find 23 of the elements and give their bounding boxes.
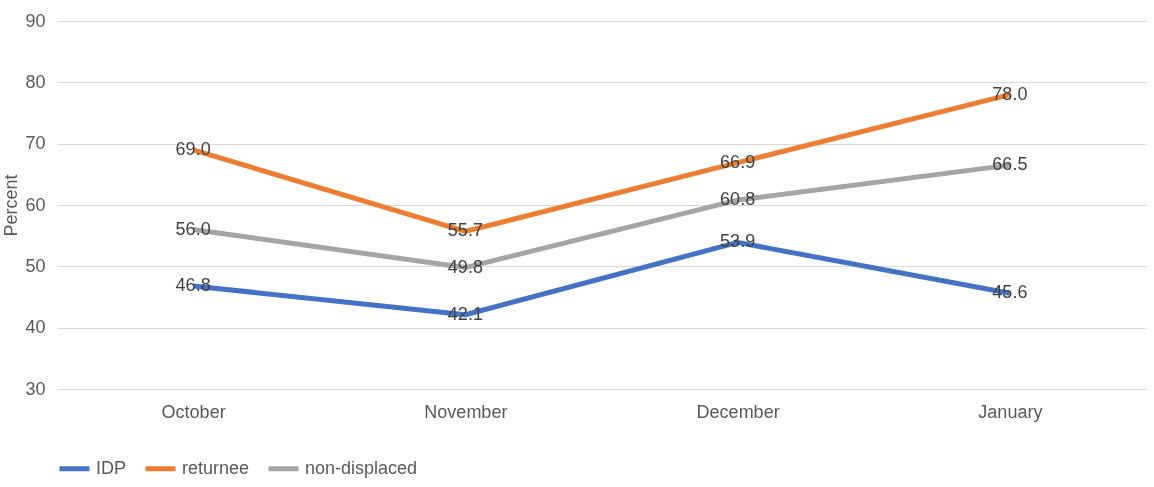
y-tick-label: 50 <box>25 255 46 276</box>
x-tick-label: January <box>978 401 1043 422</box>
y-tick-label: 30 <box>25 378 46 399</box>
y-tick-label: 60 <box>25 194 46 215</box>
legend-label: returnee <box>182 457 250 478</box>
data-label: 49.8 <box>447 256 483 277</box>
data-label: 46.8 <box>175 274 211 295</box>
data-label: 45.6 <box>992 282 1028 303</box>
legend-label: non-displaced <box>305 457 418 478</box>
legend-label: IDP <box>96 457 127 478</box>
x-tick-label: December <box>696 401 780 422</box>
data-label: 78.0 <box>992 83 1028 104</box>
y-tick-label: 90 <box>25 10 46 31</box>
data-label: 66.5 <box>992 154 1028 175</box>
x-tick-label: October <box>161 401 226 422</box>
data-label: 56.0 <box>175 218 211 239</box>
y-tick-label: 80 <box>25 71 46 92</box>
data-label: 60.8 <box>720 189 756 210</box>
y-tick-label: 40 <box>25 317 46 338</box>
y-tick-label: 70 <box>25 133 46 154</box>
y-axis-title: Percent <box>1 174 22 237</box>
data-label: 69.0 <box>175 138 211 159</box>
x-tick-label: November <box>424 401 508 422</box>
